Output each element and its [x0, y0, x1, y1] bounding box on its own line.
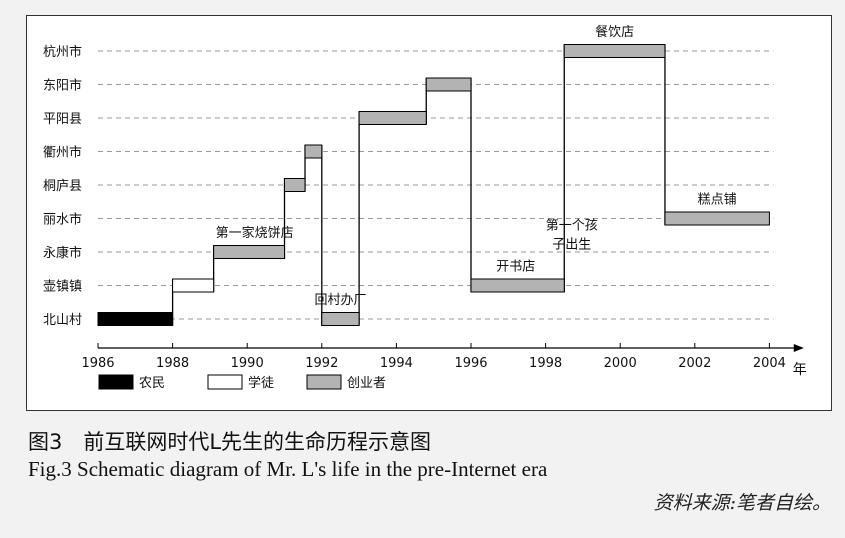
life-segment-bar: [213, 245, 286, 259]
x-tick-label: 1990: [231, 356, 264, 371]
x-tick-label: 1992: [305, 356, 338, 371]
x-tick-label: 1996: [454, 356, 487, 371]
y-tick-label: 平阳县: [43, 112, 82, 127]
caption-english: Fig.3 Schematic diagram of Mr. L's life …: [28, 457, 548, 481]
life-segment-bar: [321, 312, 360, 326]
figure-frame: 北山村 壶镇镇 永康市 丽水市 桐庐县 衢州市 平阳县 东阳市 杭州市 1986 1988 1990 1…: [26, 15, 832, 411]
life-segment-bar: [284, 178, 306, 192]
life-segment-bar: [425, 77, 472, 92]
annotation-label: 回村办厂: [314, 293, 366, 308]
annotation-label: 第一家烧饼店: [216, 225, 294, 241]
x-tick-label: 2000: [604, 356, 637, 371]
life-segment-bar: [470, 278, 565, 293]
caption-chinese: 图3 前互联网时代L先生的生命历程示意图: [28, 430, 432, 454]
annotation-label: 餐饮店: [595, 24, 634, 40]
x-tick-label: 2002: [678, 356, 711, 371]
x-axis-label: 年: [793, 362, 807, 378]
y-tick-label: 杭州市: [43, 44, 82, 60]
caption-source: 资料来源:笔者自绘。: [653, 492, 831, 514]
annotation-label: 开书店: [496, 260, 535, 275]
life-segment-bar: [172, 278, 215, 293]
legend-swatch: [207, 374, 243, 390]
y-tick-label: 永康市: [43, 245, 82, 261]
y-tick-label: 壶镇镇: [43, 280, 82, 295]
life-segment-bar: [97, 312, 174, 326]
legend-swatch: [306, 374, 342, 390]
legend-label: 农民: [139, 376, 165, 391]
legend-swatch: [98, 374, 134, 390]
legend-label: 学徒: [248, 375, 274, 391]
x-tick-label: 1988: [156, 356, 189, 371]
y-tick-label: 东阳市: [43, 78, 82, 94]
x-axis-arrow: [793, 344, 804, 352]
life-segment-bar: [563, 44, 666, 58]
x-tick-label: 1994: [380, 356, 413, 371]
life-segment-bar: [664, 211, 770, 226]
x-tick-label: 2004: [753, 356, 786, 371]
life-segment-bar: [304, 144, 323, 159]
y-tick-label: 桐庐县: [43, 179, 82, 194]
annotation-label: 第一个孩: [546, 219, 598, 234]
x-tick-label: 1998: [529, 356, 562, 371]
y-tick-label: 北山村: [43, 313, 82, 328]
legend-label: 创业者: [347, 376, 386, 391]
annotation-label: 糕点铺: [698, 193, 737, 208]
y-tick-label: 衢州市: [43, 145, 82, 161]
annotation-label: 子出生: [552, 238, 591, 253]
life-segment-bar: [358, 111, 427, 125]
life-course-chart: 北山村 壶镇镇 永康市 丽水市 桐庐县 衢州市 平阳县 东阳市 杭州市 1986 1988 1990 1…: [43, 24, 807, 391]
x-tick-label: 1986: [81, 356, 114, 371]
y-tick-label: 丽水市: [43, 212, 82, 228]
